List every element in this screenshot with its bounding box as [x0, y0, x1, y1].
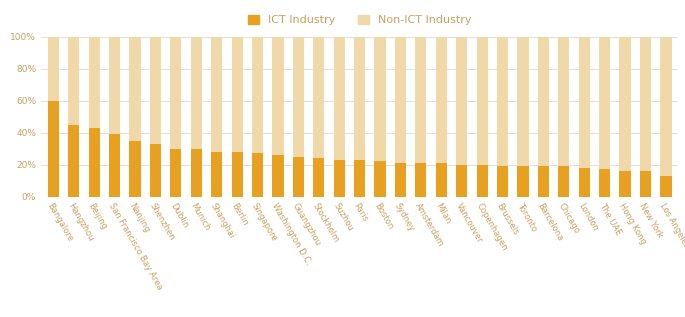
Bar: [354, 160, 365, 197]
Bar: [334, 160, 345, 197]
Bar: [292, 157, 304, 197]
Bar: [619, 36, 631, 171]
Bar: [48, 100, 59, 197]
Legend: ICT Industry, Non-ICT Industry: ICT Industry, Non-ICT Industry: [244, 10, 475, 29]
Bar: [292, 36, 304, 157]
Bar: [68, 125, 79, 197]
Bar: [436, 163, 447, 197]
Bar: [456, 36, 467, 165]
Bar: [232, 36, 242, 152]
Bar: [190, 36, 202, 149]
Bar: [538, 36, 549, 166]
Bar: [252, 36, 263, 153]
Bar: [477, 165, 488, 197]
Bar: [497, 36, 508, 166]
Bar: [660, 36, 671, 176]
Bar: [579, 36, 590, 168]
Bar: [273, 36, 284, 155]
Bar: [477, 36, 488, 165]
Bar: [497, 166, 508, 197]
Bar: [211, 36, 223, 152]
Bar: [129, 140, 140, 197]
Bar: [334, 36, 345, 160]
Bar: [190, 149, 202, 197]
Bar: [109, 36, 121, 134]
Bar: [354, 36, 365, 160]
Bar: [313, 36, 325, 158]
Bar: [640, 171, 651, 197]
Bar: [375, 161, 386, 197]
Bar: [232, 152, 242, 197]
Bar: [129, 36, 140, 140]
Bar: [375, 36, 386, 161]
Bar: [517, 36, 529, 166]
Bar: [88, 36, 100, 128]
Bar: [415, 36, 427, 163]
Bar: [415, 163, 427, 197]
Bar: [171, 36, 182, 149]
Bar: [599, 36, 610, 169]
Bar: [395, 163, 406, 197]
Bar: [599, 169, 610, 197]
Bar: [640, 36, 651, 171]
Bar: [436, 36, 447, 163]
Bar: [558, 166, 569, 197]
Bar: [558, 36, 569, 166]
Bar: [538, 166, 549, 197]
Bar: [273, 155, 284, 197]
Bar: [395, 36, 406, 163]
Bar: [48, 36, 59, 100]
Bar: [517, 166, 529, 197]
Bar: [619, 171, 631, 197]
Bar: [211, 152, 223, 197]
Bar: [660, 176, 671, 197]
Bar: [313, 158, 325, 197]
Bar: [579, 168, 590, 197]
Bar: [88, 128, 100, 197]
Bar: [171, 149, 182, 197]
Bar: [150, 144, 161, 197]
Bar: [150, 36, 161, 144]
Bar: [252, 153, 263, 197]
Bar: [456, 165, 467, 197]
Bar: [68, 36, 79, 125]
Bar: [109, 134, 121, 197]
